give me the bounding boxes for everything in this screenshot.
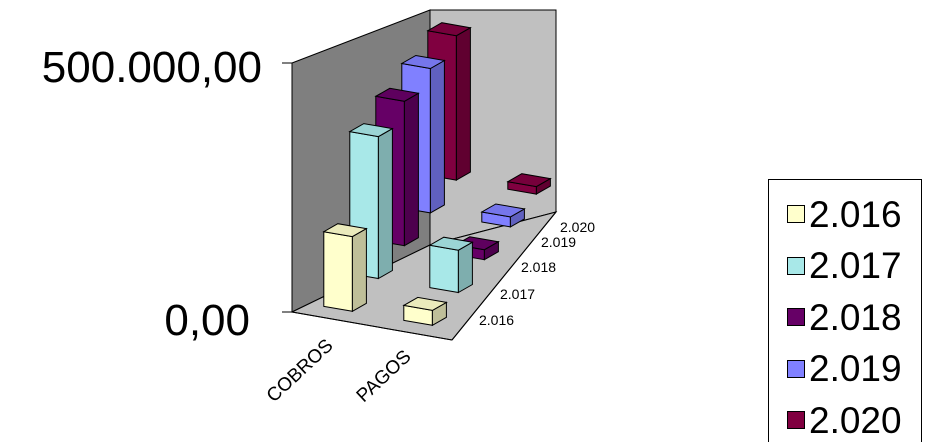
legend-swatch	[787, 411, 805, 429]
bar-2.019-PAGOS	[480, 203, 526, 228]
bar-top-face	[322, 223, 368, 238]
legend-swatch	[787, 359, 805, 378]
bar-front-face	[429, 244, 459, 294]
legend-swatch	[787, 205, 805, 223]
legend-item: 2.019	[787, 343, 902, 395]
z-tick-label-2017: 2.017	[500, 286, 535, 302]
legend-label: 2.020	[809, 399, 902, 441]
z-tick-label-2016: 2.016	[479, 312, 514, 328]
legend-label: 2.016	[809, 193, 902, 235]
legend-item: 2.018	[787, 291, 902, 343]
legend-swatch	[787, 308, 805, 326]
bar-top-face	[348, 123, 394, 138]
bar-top-face	[400, 54, 446, 70]
bar-top-face	[480, 203, 526, 218]
bar-top-face	[428, 236, 474, 251]
bar-side-face	[377, 127, 393, 280]
legend: 2.016 2.017 2.018 2.019 2.020	[768, 179, 922, 442]
bar-front-face	[323, 231, 353, 312]
legend-label: 2.018	[809, 296, 902, 338]
bar-2.020-PAGOS	[506, 173, 552, 195]
legend-label: 2.019	[809, 348, 902, 389]
x-tick-label-cobros: COBROS	[263, 335, 338, 407]
bar-side-face	[455, 26, 471, 181]
legend-item: 2.017	[787, 240, 902, 292]
legend-item: 2.016	[787, 188, 902, 240]
legend-swatch	[787, 256, 805, 275]
z-tick-label-2019: 2.019	[541, 234, 576, 250]
x-tick-label-pagos: PAGOS	[353, 346, 416, 406]
z-tick-label-2018: 2.018	[521, 259, 556, 275]
z-axis-line	[451, 211, 557, 341]
legend-item: 2.020	[787, 394, 902, 446]
y-tick-label-bottom: 0,00	[164, 296, 250, 345]
bar-top-face	[402, 296, 448, 311]
z-tick-label-2020: 2.020	[560, 219, 595, 235]
y-tick-label-top: 500.000,00	[42, 43, 262, 92]
bar-top-face	[506, 173, 552, 188]
bar-top-face	[374, 87, 420, 102]
bar-side-face	[403, 92, 419, 247]
bar-2.016-PAGOS	[402, 296, 448, 327]
bar-2.016-COBROS	[322, 223, 368, 313]
bar-side-face	[351, 227, 367, 313]
bar-side-face	[457, 241, 473, 294]
bar-side-face	[429, 59, 445, 214]
bar-top-face	[426, 22, 472, 37]
bar-2.017-PAGOS	[428, 236, 474, 294]
bars-group	[322, 22, 552, 327]
x-axis-line	[291, 311, 453, 341]
legend-label: 2.017	[809, 245, 902, 286]
